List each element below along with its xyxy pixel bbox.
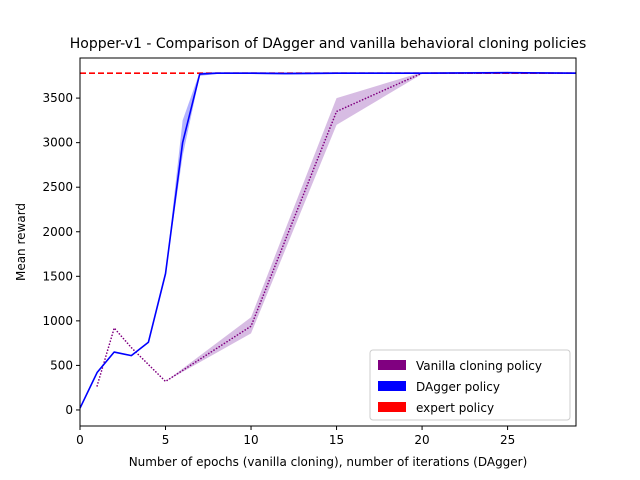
vanilla-cloning-policy-legend-label: Vanilla cloning policy	[416, 359, 542, 373]
dagger-policy-legend-label: DAgger policy	[416, 380, 500, 394]
x-tick-label: 20	[414, 433, 429, 447]
plot-frame	[79, 57, 577, 427]
y-axis-ticks: 0 500 1000 1500 2000 2500 3000 3500	[42, 91, 80, 417]
legend-box	[369, 349, 571, 421]
x-tick-label: 10	[243, 433, 258, 447]
vanilla-cloning-policy-legend-swatch	[378, 360, 406, 370]
series-lines	[79, 71, 577, 409]
y-tick-label: 2000	[42, 225, 73, 239]
dagger-policy-legend-swatch	[378, 381, 406, 391]
x-tick-label: 15	[329, 433, 344, 447]
y-tick-label: 500	[50, 358, 73, 372]
y-tick-label: 1500	[42, 269, 73, 283]
y-tick-label: 3500	[42, 91, 73, 105]
legend: Vanilla cloning policy DAgger policy exper…	[369, 349, 571, 421]
y-axis-label: Mean reward	[14, 203, 28, 281]
x-axis-label: Number of epochs (vanilla cloning), numb…	[129, 455, 528, 469]
x-tick-label: 25	[500, 433, 515, 447]
x-tick-label: 5	[162, 433, 170, 447]
x-tick-label: 0	[76, 433, 84, 447]
y-tick-label: 2500	[42, 180, 73, 194]
y-tick-label: 0	[65, 403, 73, 417]
x-axis-ticks: 0 5 10 15 20 25	[76, 426, 515, 447]
expert-policy-legend-swatch	[378, 402, 406, 412]
y-tick-label: 3000	[42, 136, 73, 150]
dagger-policy-line	[79, 71, 577, 409]
chart-title: Hopper-v1 - Comparison of DAgger and van…	[70, 36, 587, 52]
expert-policy-legend-label: expert policy	[416, 401, 494, 415]
y-tick-label: 1000	[42, 314, 73, 328]
